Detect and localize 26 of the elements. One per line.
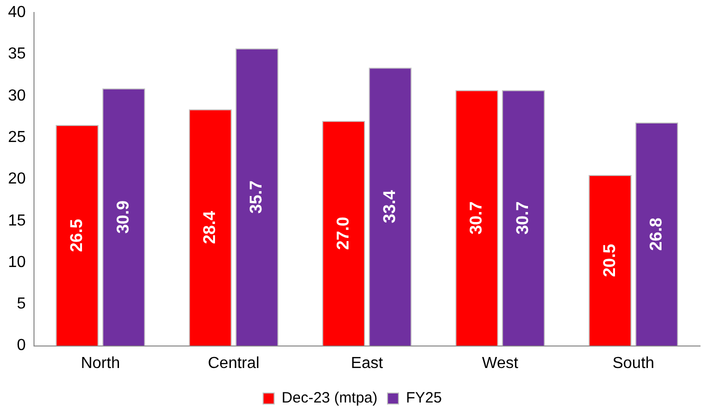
legend-label: Dec-23 (mtpa)	[282, 390, 378, 407]
data-label: 35.7	[246, 180, 266, 214]
data-label: 26.8	[646, 218, 666, 251]
data-label: 26.5	[66, 218, 86, 252]
y-tick-label: 35	[8, 46, 26, 63]
data-label: 30.9	[113, 200, 132, 234]
x-tick-label: East	[350, 354, 384, 372]
y-tick-label: 0	[16, 337, 26, 354]
y-tick-label: 25	[8, 128, 26, 146]
data-label: 28.4	[200, 210, 220, 244]
x-tick-label: Central	[208, 354, 260, 372]
data-label: 33.4	[380, 190, 399, 224]
y-tick-label: 5	[16, 296, 26, 313]
x-tick-label: South	[612, 354, 654, 372]
data-label: 20.5	[600, 244, 619, 277]
legend-label: FY25	[406, 390, 442, 407]
data-label: 27.0	[333, 216, 352, 250]
x-tick-label: West	[482, 354, 519, 372]
x-tick-label: North	[80, 354, 120, 372]
y-tick-label: 15	[8, 212, 26, 230]
y-tick-label: 40	[8, 4, 26, 22]
data-label: 30.7	[466, 201, 486, 234]
y-tick-label: 20	[8, 170, 26, 188]
data-label: 30.7	[513, 201, 532, 234]
y-tick-label: 30	[8, 87, 26, 104]
y-tick-label: 10	[8, 254, 26, 271]
